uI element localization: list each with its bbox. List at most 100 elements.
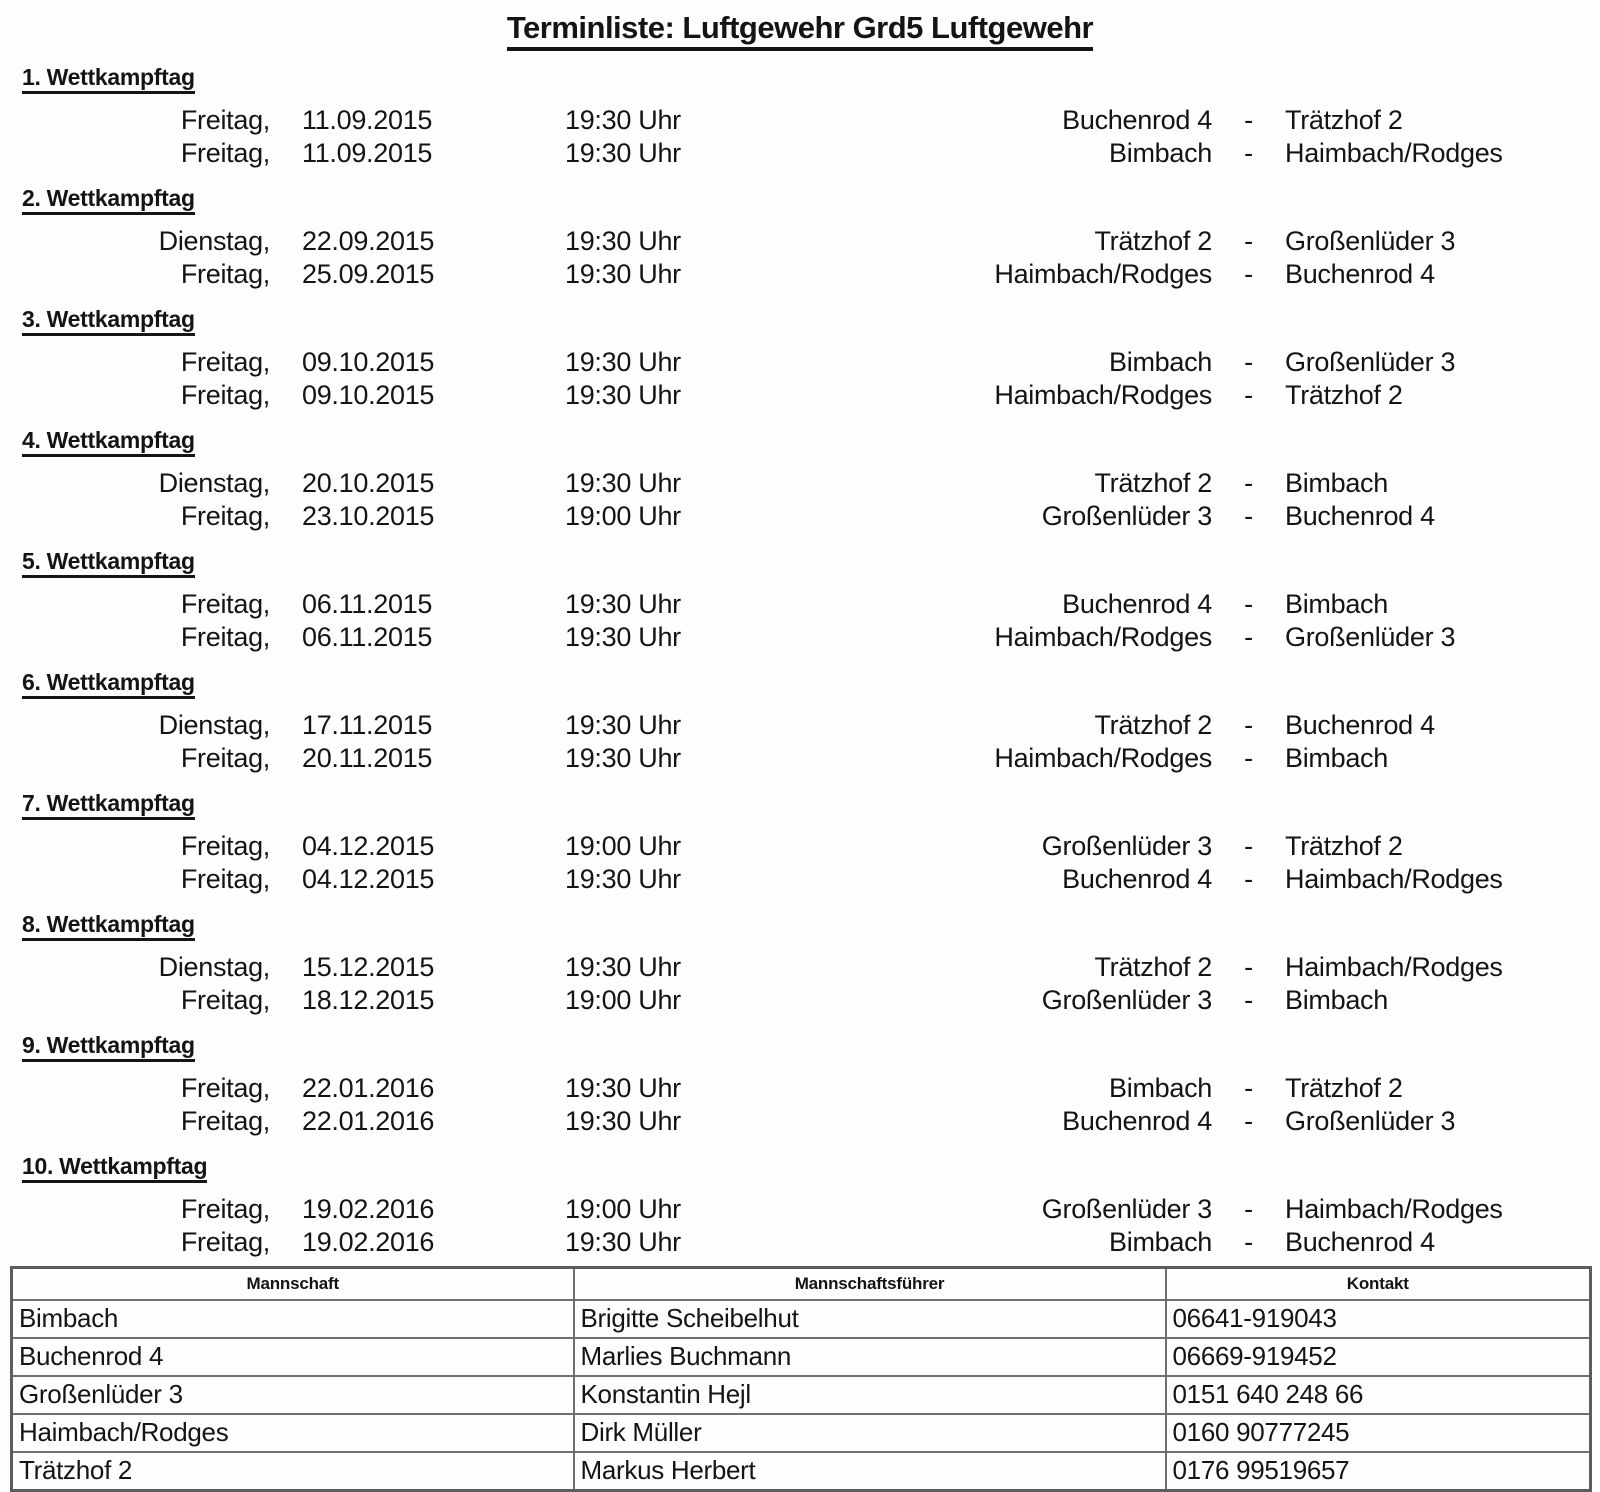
match-day: Dienstag, (158, 710, 271, 740)
match-home-team: Trätzhof 2 (1094, 710, 1212, 740)
match-date: 06.11.2015 (302, 589, 433, 619)
match-day: Freitag, (180, 347, 270, 377)
match-time: 19:30 Uhr (565, 710, 681, 740)
match-away-team: Bimbach (1285, 742, 1388, 773)
match-row: Freitag, 25.09.2015 19:30 Uhr Haimbach/R… (0, 258, 1600, 291)
match-date: 11.09.2015 (302, 137, 433, 168)
section-title: 2. Wettkampftag (22, 185, 1600, 215)
match-day: Freitag, (180, 984, 270, 1015)
match-row: Freitag, 11.09.2015 19:30 Uhr Bimbach - … (0, 137, 1600, 170)
match-time: 19:30 Uhr (565, 1226, 681, 1257)
match-separator: - (1244, 742, 1253, 773)
match-separator: - (1244, 831, 1253, 861)
contact-leader-cell: Dirk Müller (572, 1413, 1167, 1453)
contact-phone-cell: 0151 640 248 66 (1164, 1375, 1592, 1415)
match-date: 17.11.2015 (302, 710, 433, 740)
match-row: Dienstag, 22.09.2015 19:30 Uhr Trätzhof … (0, 225, 1600, 258)
match-list: Freitag, 19.02.2016 19:00 Uhr Großenlüde… (0, 1193, 1600, 1258)
wettkampftag-section: 4. Wettkampftag Dienstag, 20.10.2015 19:… (0, 427, 1600, 532)
match-separator: - (1244, 1194, 1253, 1224)
match-time: 19:30 Uhr (565, 258, 681, 289)
contacts-row: Haimbach/Rodges Dirk Müller 0160 90777245 (10, 1413, 1592, 1453)
section-title: 3. Wettkampftag (22, 306, 1600, 336)
match-date: 22.01.2016 (302, 1073, 435, 1103)
match-date: 15.12.2015 (302, 952, 435, 982)
section-title-text: 9. Wettkampftag (22, 1032, 195, 1062)
match-day: Freitag, (180, 137, 270, 168)
match-home-team: Buchenrod 4 (1062, 105, 1212, 135)
match-time: 19:30 Uhr (565, 1105, 681, 1136)
match-day: Freitag, (180, 1073, 270, 1103)
contacts-header-cell: Kontakt (1164, 1266, 1592, 1301)
match-separator: - (1244, 258, 1253, 289)
section-title-text: 5. Wettkampftag (22, 548, 195, 578)
section-title: 10. Wettkampftag (22, 1153, 1600, 1183)
page-title: Terminliste: Luftgewehr Grd5 Luftgewehr (0, 0, 1600, 51)
contact-team-cell: Trätzhof 2 (10, 1451, 575, 1492)
match-separator: - (1244, 621, 1253, 652)
section-title-text: 4. Wettkampftag (22, 427, 195, 457)
match-home-team: Haimbach/Rodges (994, 742, 1212, 773)
section-title: 7. Wettkampftag (22, 790, 1600, 820)
match-time: 19:30 Uhr (565, 863, 681, 894)
match-away-team: Haimbach/Rodges (1285, 137, 1503, 168)
match-time: 19:30 Uhr (565, 105, 681, 135)
wettkampftag-section: 9. Wettkampftag Freitag, 22.01.2016 19:3… (0, 1032, 1600, 1137)
match-day: Freitag, (180, 621, 270, 652)
wettkampftag-section: 3. Wettkampftag Freitag, 09.10.2015 19:3… (0, 306, 1600, 411)
match-separator: - (1244, 105, 1253, 135)
contact-leader-cell: Konstantin Hejl (572, 1375, 1167, 1415)
match-day: Dienstag, (158, 226, 271, 256)
match-home-team: Großenlüder 3 (1041, 1194, 1213, 1224)
match-row: Dienstag, 15.12.2015 19:30 Uhr Trätzhof … (0, 951, 1600, 984)
contact-team-cell: Großenlüder 3 (10, 1375, 575, 1415)
match-separator: - (1244, 1073, 1253, 1103)
match-time: 19:30 Uhr (565, 379, 681, 410)
match-date: 06.11.2015 (302, 621, 433, 652)
match-row: Freitag, 09.10.2015 19:30 Uhr Haimbach/R… (0, 379, 1600, 412)
match-row: Freitag, 19.02.2016 19:30 Uhr Bimbach - … (0, 1226, 1600, 1259)
match-separator: - (1244, 1105, 1253, 1136)
match-list: Freitag, 06.11.2015 19:30 Uhr Buchenrod … (0, 588, 1600, 653)
match-time: 19:30 Uhr (565, 589, 681, 619)
match-date: 19.02.2016 (302, 1226, 435, 1257)
section-title-text: 10. Wettkampftag (22, 1153, 208, 1183)
match-time: 19:30 Uhr (565, 1073, 681, 1103)
match-home-team: Großenlüder 3 (1041, 831, 1213, 861)
wettkampftag-section: 6. Wettkampftag Dienstag, 17.11.2015 19:… (0, 669, 1600, 774)
contact-phone-cell: 06669-919452 (1164, 1337, 1592, 1377)
match-day: Freitag, (180, 831, 270, 861)
match-home-team: Trätzhof 2 (1094, 468, 1212, 498)
match-away-team: Buchenrod 4 (1285, 500, 1435, 531)
match-list: Dienstag, 15.12.2015 19:30 Uhr Trätzhof … (0, 951, 1600, 1016)
match-away-team: Großenlüder 3 (1285, 347, 1456, 377)
match-list: Dienstag, 20.10.2015 19:30 Uhr Trätzhof … (0, 467, 1600, 532)
match-time: 19:30 Uhr (565, 226, 681, 256)
match-home-team: Buchenrod 4 (1062, 589, 1212, 619)
match-date: 09.10.2015 (302, 379, 435, 410)
match-day: Dienstag, (158, 952, 271, 982)
match-home-team: Trätzhof 2 (1094, 226, 1212, 256)
match-list: Dienstag, 22.09.2015 19:30 Uhr Trätzhof … (0, 225, 1600, 290)
match-row: Freitag, 06.11.2015 19:30 Uhr Buchenrod … (0, 588, 1600, 621)
page-title-text: Terminliste: Luftgewehr Grd5 Luftgewehr (506, 10, 1094, 51)
match-separator: - (1244, 952, 1253, 982)
match-date: 20.11.2015 (302, 742, 433, 773)
match-date: 04.12.2015 (302, 831, 435, 861)
contact-team-cell: Buchenrod 4 (10, 1337, 575, 1377)
section-title: 9. Wettkampftag (22, 1032, 1600, 1062)
match-time: 19:30 Uhr (565, 347, 681, 377)
match-away-team: Buchenrod 4 (1285, 1226, 1435, 1257)
wettkampftag-section: 1. Wettkampftag Freitag, 11.09.2015 19:3… (0, 64, 1600, 169)
match-date: 22.01.2016 (302, 1105, 435, 1136)
match-day: Freitag, (180, 1226, 270, 1257)
match-list: Freitag, 22.01.2016 19:30 Uhr Bimbach - … (0, 1072, 1600, 1137)
match-separator: - (1244, 137, 1253, 168)
match-home-team: Bimbach (1109, 1226, 1212, 1257)
match-away-team: Buchenrod 4 (1285, 710, 1435, 740)
match-row: Freitag, 09.10.2015 19:30 Uhr Bimbach - … (0, 346, 1600, 379)
match-time: 19:30 Uhr (565, 621, 681, 652)
contacts-row: Großenlüder 3 Konstantin Hejl 0151 640 248… (10, 1375, 1592, 1415)
match-date: 20.10.2015 (302, 468, 435, 498)
wettkampftag-section: 7. Wettkampftag Freitag, 04.12.2015 19:0… (0, 790, 1600, 895)
